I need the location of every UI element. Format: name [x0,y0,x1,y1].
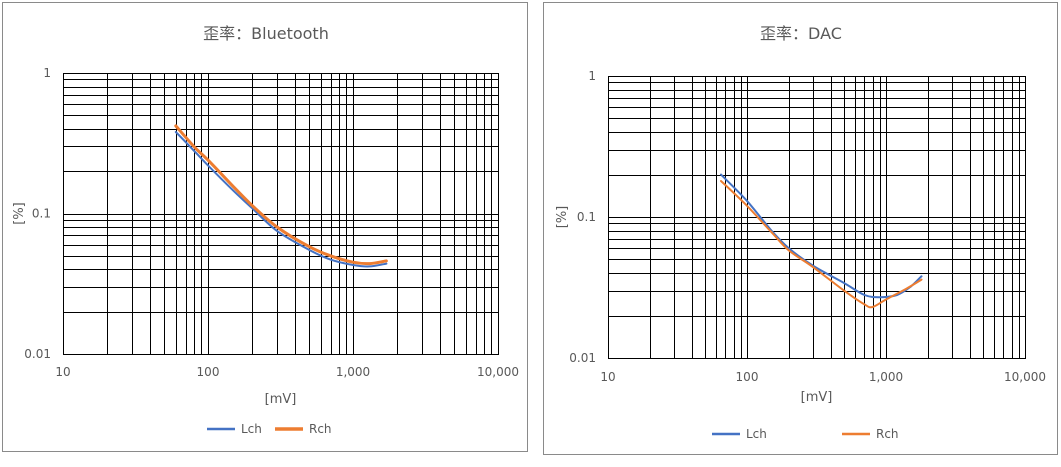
y-tick-label: 1 [588,69,596,83]
series-line-lch [720,173,923,299]
series-line-rch [174,124,388,266]
x-tick-label: 10,000 [477,365,519,379]
chart-panel-bluetooth: 歪率：Bluetooth 10 100 1,000 10,000 0.01 0.1 1 [mV]… [2,2,528,452]
x-tick-label: 1,000 [336,365,370,379]
y-tick-label: 0.1 [577,210,596,224]
x-axis-label: [mV] [265,392,297,407]
x-tick-label: 10 [600,370,615,384]
x-tick-label: 10 [55,365,70,379]
x-tick-label: 10,000 [1004,370,1046,384]
x-tick-label: 100 [197,365,220,379]
legend-label-rch: Rch [309,422,332,436]
y-tick-label: 0.1 [32,207,51,221]
grid [63,73,499,355]
legend-label-lch: Lch [241,422,262,436]
legend-label-rch: Rch [876,427,899,441]
legend-label-lch: Lch [746,427,767,441]
plot-border [63,73,499,355]
y-tick-label: 1 [43,66,51,80]
chart-title: 歪率：Bluetooth [203,24,329,43]
series-line-rch [720,180,923,309]
chart-dac: 歪率：DAC 10 100 1,000 10,000 0.01 0.1 1 [mV] [%] Lch… [555,24,1046,441]
series-line-lch [174,131,388,268]
grid [608,76,1026,359]
y-tick-label: 0.01 [569,351,596,365]
y-axis-label: [%] [555,206,570,229]
chart-title: 歪率：DAC [760,24,842,43]
y-axis-label: [%] [12,202,27,225]
chart-bluetooth: 歪率：Bluetooth 10 100 1,000 10,000 0.01 0.1 1 [mV]… [12,24,519,436]
chart-panel-dac: 歪率：DAC 10 100 1,000 10,000 0.01 0.1 1 [mV] [%] Lch… [543,2,1058,455]
y-tick-label: 0.01 [24,347,51,361]
x-axis-label: [mV] [801,390,833,405]
plot-border [608,76,1026,359]
x-tick-label: 100 [736,370,759,384]
x-tick-label: 1,000 [869,370,903,384]
